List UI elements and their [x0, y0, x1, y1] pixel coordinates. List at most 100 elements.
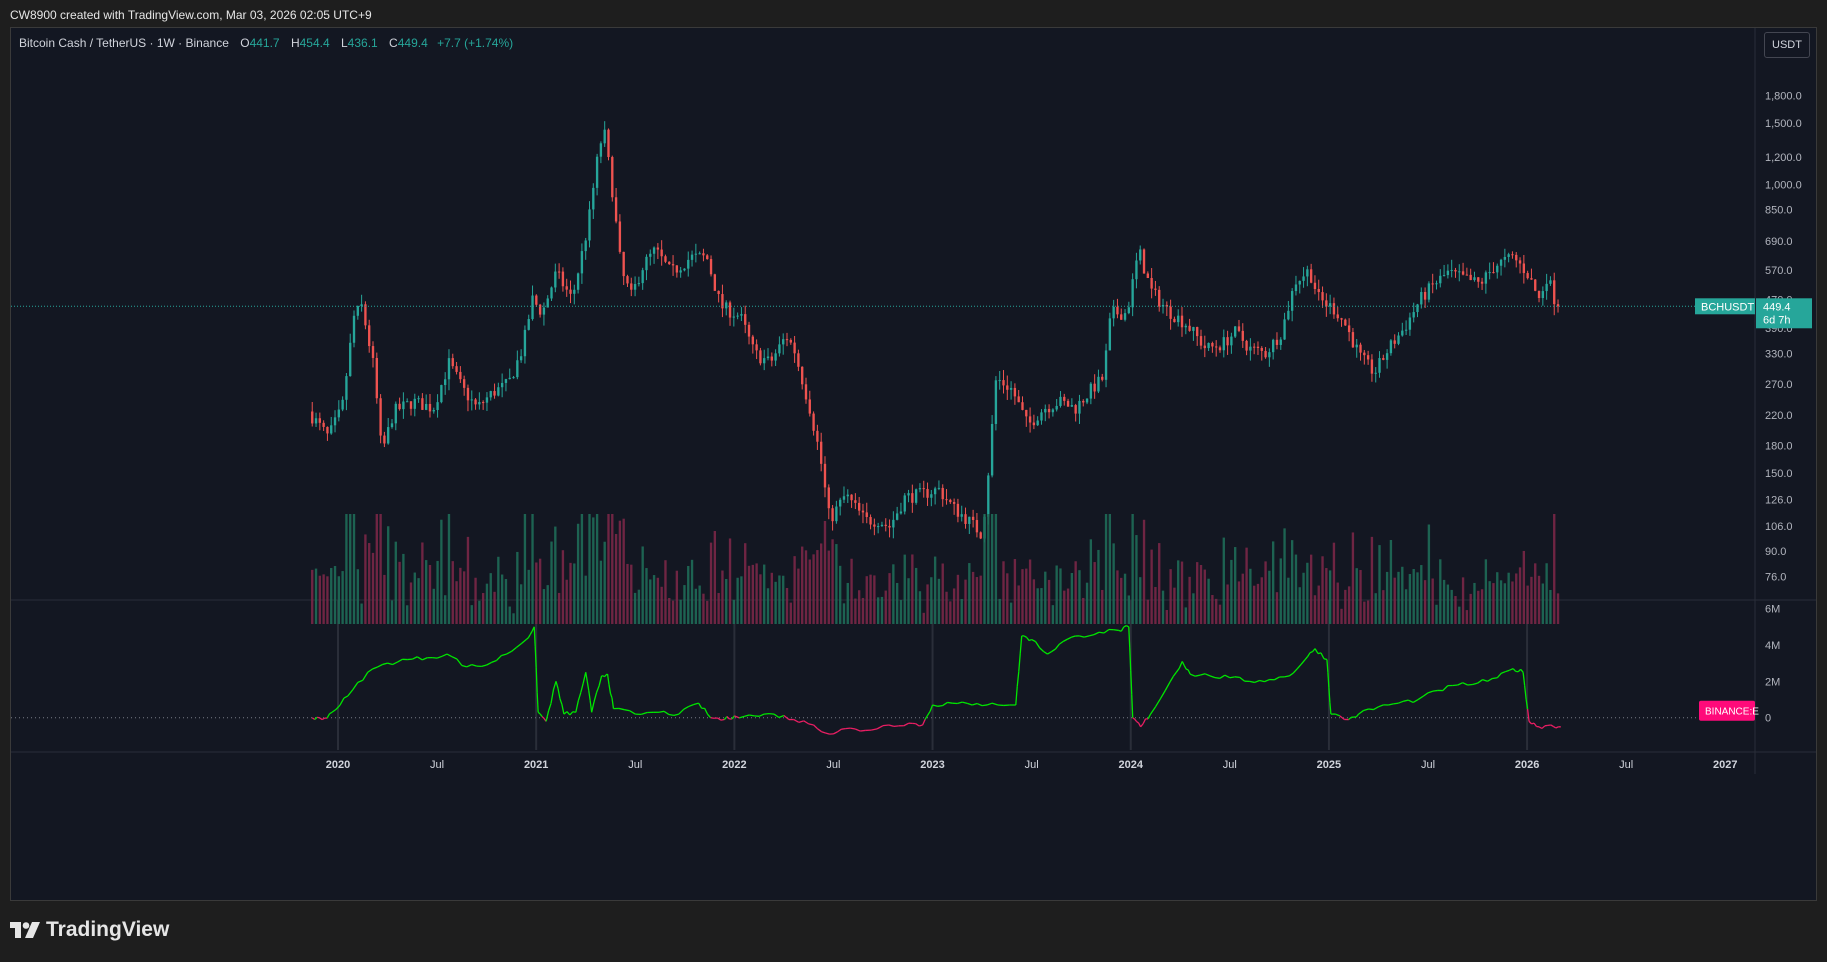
candle-body	[1313, 282, 1317, 290]
price-tick-label: 106.0	[1765, 521, 1793, 533]
volume-bar	[744, 543, 747, 624]
indicator-line-segment	[1523, 685, 1527, 700]
indicator-line-segment	[1522, 672, 1526, 686]
indicator-line-segment	[962, 701, 968, 705]
indicator-line-segment	[1079, 635, 1085, 638]
volume-bar	[360, 603, 363, 624]
currency-button[interactable]: USDT	[1764, 32, 1810, 58]
candle-body	[592, 187, 595, 210]
candle-body	[1021, 402, 1024, 410]
indicator-line-segment	[1071, 635, 1076, 638]
candle-body	[930, 494, 933, 498]
volume-bar	[930, 577, 933, 624]
indicator-line-segment	[372, 666, 378, 670]
time-tick-label: 2027	[1713, 759, 1737, 771]
volume-bar	[649, 579, 652, 624]
volume-bar	[493, 591, 496, 624]
volume-bar	[949, 601, 952, 624]
candle-body	[1226, 337, 1229, 346]
volume-bar	[466, 536, 470, 624]
indicator-line-segment	[586, 680, 590, 691]
candle-body	[1196, 327, 1199, 337]
volume-bar	[1123, 573, 1127, 624]
volume-bar	[1492, 583, 1495, 624]
indicator-line-segment	[593, 692, 598, 702]
volume-bar	[869, 574, 872, 624]
indicator-line-segment	[552, 681, 557, 690]
volume-bar	[1097, 549, 1100, 624]
candle-body	[379, 398, 382, 436]
indicator-line-segment	[1284, 675, 1290, 678]
candle-body	[1059, 396, 1062, 406]
indicator-line-segment	[608, 684, 612, 694]
indicator-line-segment	[957, 701, 963, 705]
indicator-line-segment	[1407, 699, 1414, 704]
volume-bar	[1404, 589, 1408, 624]
indicator-line-segment	[314, 716, 318, 721]
indicator-line-segment	[731, 715, 735, 720]
volume-bar	[1032, 579, 1036, 624]
volume-bar	[755, 563, 758, 624]
candle-body	[531, 295, 534, 320]
volume-bar	[1420, 565, 1423, 624]
volume-bar	[1264, 561, 1267, 624]
indicator-tick-label: 6M	[1765, 604, 1780, 616]
candle-body	[869, 517, 872, 525]
candle-body	[1537, 290, 1541, 299]
candle-body	[1450, 269, 1453, 271]
candle-body	[698, 253, 701, 255]
candle-body	[1063, 396, 1066, 401]
candle-body	[1530, 278, 1533, 280]
volume-bar	[1252, 585, 1256, 624]
chart-canvas[interactable]: 1,800.0 1,500.0 1,200.0 1,000.0 850.0 690.0 57…	[11, 28, 1816, 900]
symbol-price-tag	[1695, 298, 1755, 315]
symbol-title[interactable]: Bitcoin Cash / TetherUS · 1W · Binance	[19, 36, 229, 50]
volume-bar	[664, 560, 667, 624]
volume-bar	[383, 574, 386, 624]
indicator-line-segment	[723, 716, 728, 720]
candle-body	[1203, 345, 1206, 349]
indicator-line-segment	[1309, 651, 1313, 654]
candle-body	[1002, 380, 1005, 386]
indicator-line-segment	[1368, 708, 1374, 711]
indicator-line-segment	[1320, 652, 1325, 660]
indicator-line-segment	[436, 655, 443, 659]
candle-body	[892, 519, 895, 528]
candle-body	[630, 283, 633, 290]
candle-body	[314, 418, 318, 424]
candle-body	[611, 157, 614, 198]
candle-body	[1290, 291, 1294, 311]
volume-bar	[1545, 563, 1548, 624]
candle-body	[1328, 303, 1332, 307]
volume-bar	[990, 514, 994, 624]
indicator-line-segment	[602, 675, 605, 678]
indicator-line-segment	[833, 731, 838, 735]
time-tick-label: Jul	[1619, 759, 1633, 771]
price-tick-label: 270.0	[1765, 379, 1793, 391]
price-tick-label: 1,200.0	[1765, 152, 1802, 164]
indicator-line-segment	[929, 704, 934, 712]
candle-body	[1275, 339, 1279, 345]
candle-body	[1515, 254, 1518, 261]
volume-bar	[983, 514, 986, 624]
indicator-line-segment	[1209, 675, 1216, 679]
indicator-line-segment	[1219, 674, 1226, 679]
indicator-line-segment	[1328, 687, 1331, 703]
candle-body	[588, 209, 591, 241]
volume-bar	[417, 578, 420, 624]
candle-body	[1507, 254, 1510, 257]
indicator-line-segment	[611, 697, 615, 709]
chart-container[interactable]: 1,800.0 1,500.0 1,200.0 1,000.0 850.0 690.0 57…	[10, 27, 1817, 901]
candle-body	[1283, 319, 1286, 340]
indicator-line-segment	[744, 714, 750, 718]
indicator-line-segment	[529, 630, 533, 635]
tradingview-logo[interactable]: TradingView	[10, 918, 169, 942]
indicator-line-segment	[1541, 725, 1546, 729]
indicator-line-segment	[1427, 690, 1434, 694]
indicator-line-segment	[726, 716, 730, 720]
candle-body	[1055, 405, 1058, 410]
candle-body	[428, 403, 432, 412]
volume-bar	[1370, 536, 1374, 624]
indicator-line-segment	[1132, 717, 1136, 720]
candle-body	[535, 295, 538, 305]
